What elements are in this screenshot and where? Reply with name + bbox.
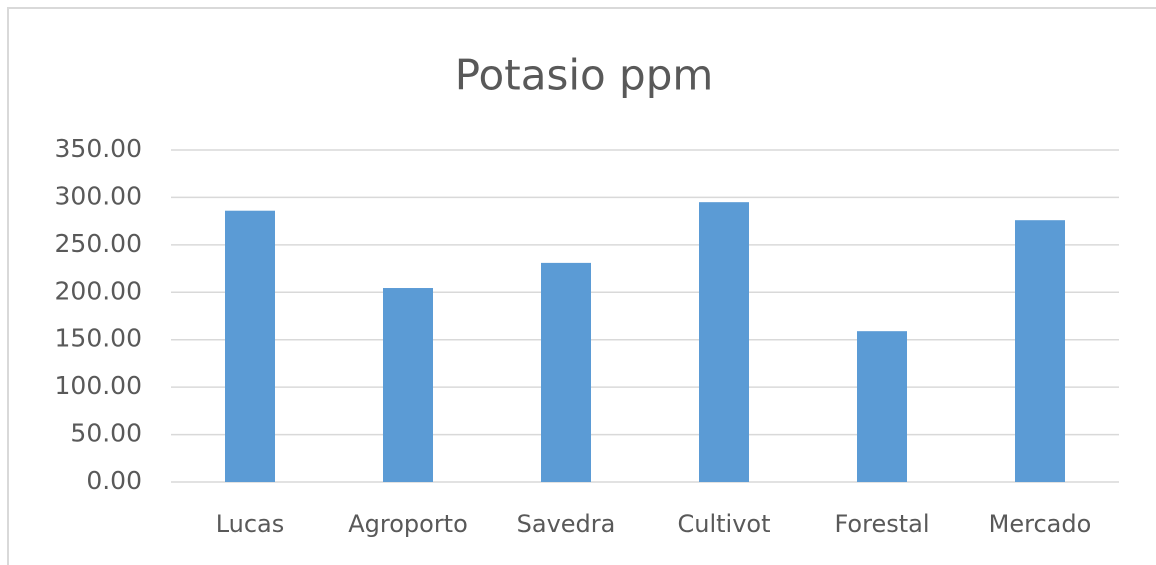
- bar: [1015, 220, 1065, 483]
- x-tick-label: Lucas: [216, 510, 285, 538]
- y-tick-label: 300.00: [55, 181, 142, 210]
- x-tick-label: Agroporto: [348, 510, 468, 538]
- y-tick-label: 100.00: [55, 371, 142, 400]
- x-tick-label: Mercado: [989, 510, 1092, 538]
- x-tick-label: Forestal: [834, 510, 929, 538]
- bar: [541, 262, 591, 482]
- y-tick-label: 50.00: [70, 419, 142, 448]
- chart-frame: [7, 7, 1156, 565]
- bar: [383, 288, 433, 482]
- y-tick-label: 250.00: [55, 229, 142, 258]
- chart-title: Potasio ppm: [455, 51, 714, 100]
- y-tick-label: 200.00: [55, 276, 142, 305]
- x-tick-label: Savedra: [517, 510, 616, 538]
- bar: [857, 331, 907, 482]
- y-tick-label: 0.00: [86, 466, 142, 495]
- y-tick-label: 350.00: [55, 134, 142, 163]
- x-tick-label: Cultivot: [677, 510, 770, 538]
- bar: [699, 202, 749, 482]
- y-tick-label: 150.00: [55, 324, 142, 353]
- bar: [225, 210, 275, 483]
